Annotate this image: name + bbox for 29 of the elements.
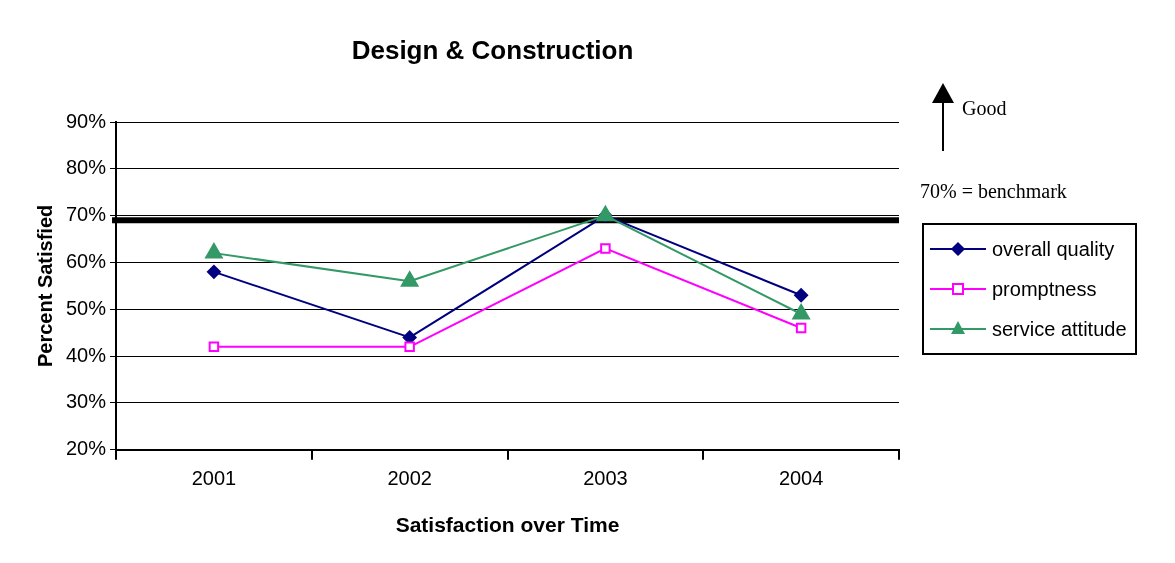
x-tick-label: 2002 bbox=[387, 467, 432, 490]
x-tick-label: 2001 bbox=[191, 467, 237, 490]
y-tick-label: 70% bbox=[66, 203, 107, 226]
chart-title: Design & Construction bbox=[351, 35, 634, 66]
point bbox=[205, 243, 223, 259]
point bbox=[404, 341, 415, 353]
point bbox=[208, 341, 220, 353]
y-tick-label: 60% bbox=[66, 250, 107, 272]
y-axis-title: Percent Satisfied bbox=[33, 204, 56, 368]
y-tick-label: 30% bbox=[66, 390, 107, 413]
x-tick-label: 2004 bbox=[778, 467, 824, 490]
point bbox=[600, 243, 611, 254]
text: Good bbox=[962, 97, 1007, 120]
point bbox=[795, 322, 807, 334]
y-tick-label: 40% bbox=[66, 343, 107, 366]
x-axis-title: Satisfaction over Time bbox=[395, 513, 620, 537]
legend-label: overall quality bbox=[992, 237, 1115, 261]
legend-label: promptness bbox=[992, 277, 1097, 301]
text: 70% = benchmark bbox=[920, 180, 1067, 203]
legend-label: service attitude bbox=[992, 317, 1127, 341]
y-tick-label: 50% bbox=[66, 296, 107, 319]
point bbox=[206, 264, 221, 279]
point bbox=[794, 288, 809, 303]
point bbox=[792, 304, 810, 320]
y-tick-label: 90% bbox=[66, 109, 107, 132]
x-tick-label: 2003 bbox=[583, 467, 628, 490]
point bbox=[400, 271, 419, 287]
y-tick-label: 80% bbox=[66, 156, 107, 179]
y-tick-label: 20% bbox=[66, 437, 107, 460]
